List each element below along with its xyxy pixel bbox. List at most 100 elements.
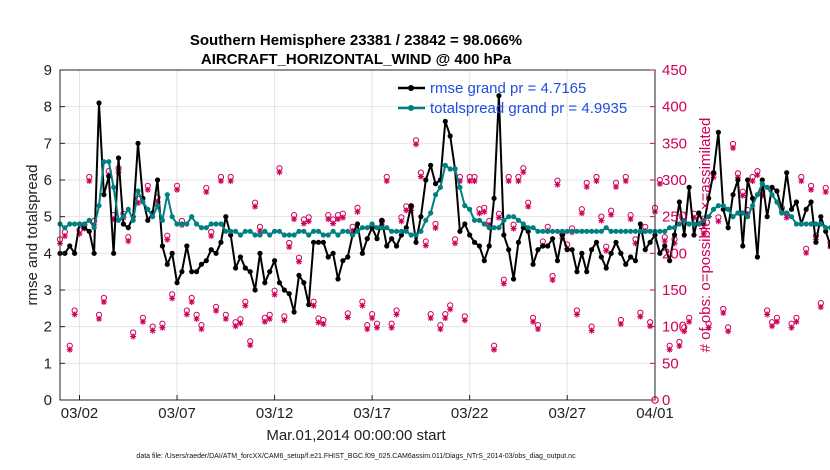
spread-point: [120, 214, 127, 220]
rmse-point: [545, 243, 551, 249]
rmse-point: [559, 232, 565, 238]
rmse-point: [637, 221, 643, 227]
spread-point: [808, 221, 814, 227]
spread-point: [76, 221, 83, 227]
obs-assimilated-marker: [754, 172, 761, 179]
y-tick-label: 4: [44, 245, 52, 262]
obs-assimilated-marker: [817, 304, 824, 311]
obs-assimilated-marker: [413, 141, 420, 148]
spread-point: [452, 166, 458, 172]
rmse-point: [774, 188, 780, 194]
spread-point: [681, 217, 687, 223]
obs-assimilated-marker: [769, 323, 776, 330]
obs-assimilated-marker: [149, 327, 156, 334]
rmse-point: [325, 254, 331, 260]
spread-point: [671, 225, 678, 231]
rmse-point: [520, 225, 526, 231]
rmse-point: [101, 192, 107, 198]
obs-assimilated-marker: [354, 208, 361, 215]
spread-point: [779, 210, 785, 216]
rmse-point: [257, 250, 263, 256]
rmse-point: [340, 258, 346, 264]
spread-point: [291, 232, 297, 238]
rmse-point: [379, 217, 385, 223]
rmse-point: [364, 236, 370, 242]
legend: rmse grand pr = 4.7165 totalspread grand…: [398, 80, 627, 117]
rmse-point: [706, 195, 712, 201]
rmse-point: [106, 173, 112, 179]
rmse-point: [471, 239, 478, 245]
obs-assimilated-marker: [237, 320, 244, 327]
rmse-point: [813, 239, 819, 245]
spread-point: [384, 225, 390, 231]
obs-assimilated-marker: [622, 178, 629, 184]
spread-point: [554, 228, 561, 234]
spread-point: [735, 210, 741, 216]
y-tick-label: 7: [44, 135, 52, 152]
rmse-point: [369, 225, 375, 231]
rmse-point: [827, 243, 830, 249]
obs-assimilated-marker: [369, 315, 376, 322]
obs-assimilated-marker: [261, 318, 268, 325]
y-right-tick-label: 450: [662, 62, 687, 79]
obs-assimilated-marker: [159, 324, 166, 331]
rmse-point: [320, 239, 326, 245]
rmse-point: [398, 232, 404, 238]
obs-assimilated-marker: [227, 178, 234, 184]
spread-point: [67, 221, 73, 227]
rmse-point: [413, 239, 419, 245]
obs-assimilated-marker: [452, 240, 459, 247]
obs-assimilated-marker: [637, 313, 644, 320]
obs-assimilated-marker: [183, 311, 190, 318]
spread-point: [281, 232, 287, 238]
rmse-point: [584, 269, 590, 275]
rmse-point: [252, 287, 258, 293]
rmse-point: [179, 269, 185, 275]
rmse-point: [598, 254, 604, 260]
rmse-point: [193, 269, 200, 275]
spread-point: [696, 221, 702, 227]
rmse-point: [96, 100, 102, 106]
obs-assimilated-marker: [276, 169, 283, 176]
rmse-point: [432, 181, 439, 187]
rmse-point: [549, 236, 556, 242]
spread-point: [608, 228, 614, 234]
obs-assimilated-marker: [783, 214, 790, 221]
spread-point: [213, 221, 219, 227]
spread-point: [335, 232, 341, 238]
obs-assimilated-marker: [534, 326, 541, 333]
rmse-point: [608, 250, 614, 256]
spread-point: [754, 192, 761, 198]
spread-point: [662, 228, 668, 234]
spread-point: [320, 232, 326, 238]
spread-point: [788, 214, 795, 220]
y-tick-label: 3: [44, 282, 52, 299]
rmse-point: [81, 225, 87, 231]
rmse-point: [579, 250, 585, 256]
spread-point: [154, 203, 161, 209]
spread-point: [203, 225, 209, 231]
obs-assimilated-marker: [632, 240, 639, 247]
spread-point: [164, 192, 170, 198]
spread-point: [198, 225, 205, 231]
spread-point: [257, 232, 263, 238]
spread-point: [545, 228, 551, 234]
spread-point: [647, 228, 653, 234]
obs-assimilated-marker: [256, 227, 263, 234]
obs-assimilated-marker: [364, 326, 371, 333]
spread-point: [657, 228, 663, 234]
rmse-point: [262, 280, 268, 286]
rmse-point: [189, 269, 195, 275]
spread-point: [510, 214, 517, 220]
obs-assimilated-marker: [461, 317, 468, 324]
spread-point: [476, 217, 483, 223]
obs-assimilated-marker: [422, 242, 429, 249]
spread-point: [306, 232, 312, 238]
spread-point: [535, 228, 541, 234]
spread-point: [515, 217, 522, 223]
rmse-point: [345, 254, 351, 260]
obs-assimilated-marker: [588, 327, 595, 334]
obs-assimilated-marker: [510, 225, 517, 232]
obs-assimilated-marker: [266, 315, 273, 322]
